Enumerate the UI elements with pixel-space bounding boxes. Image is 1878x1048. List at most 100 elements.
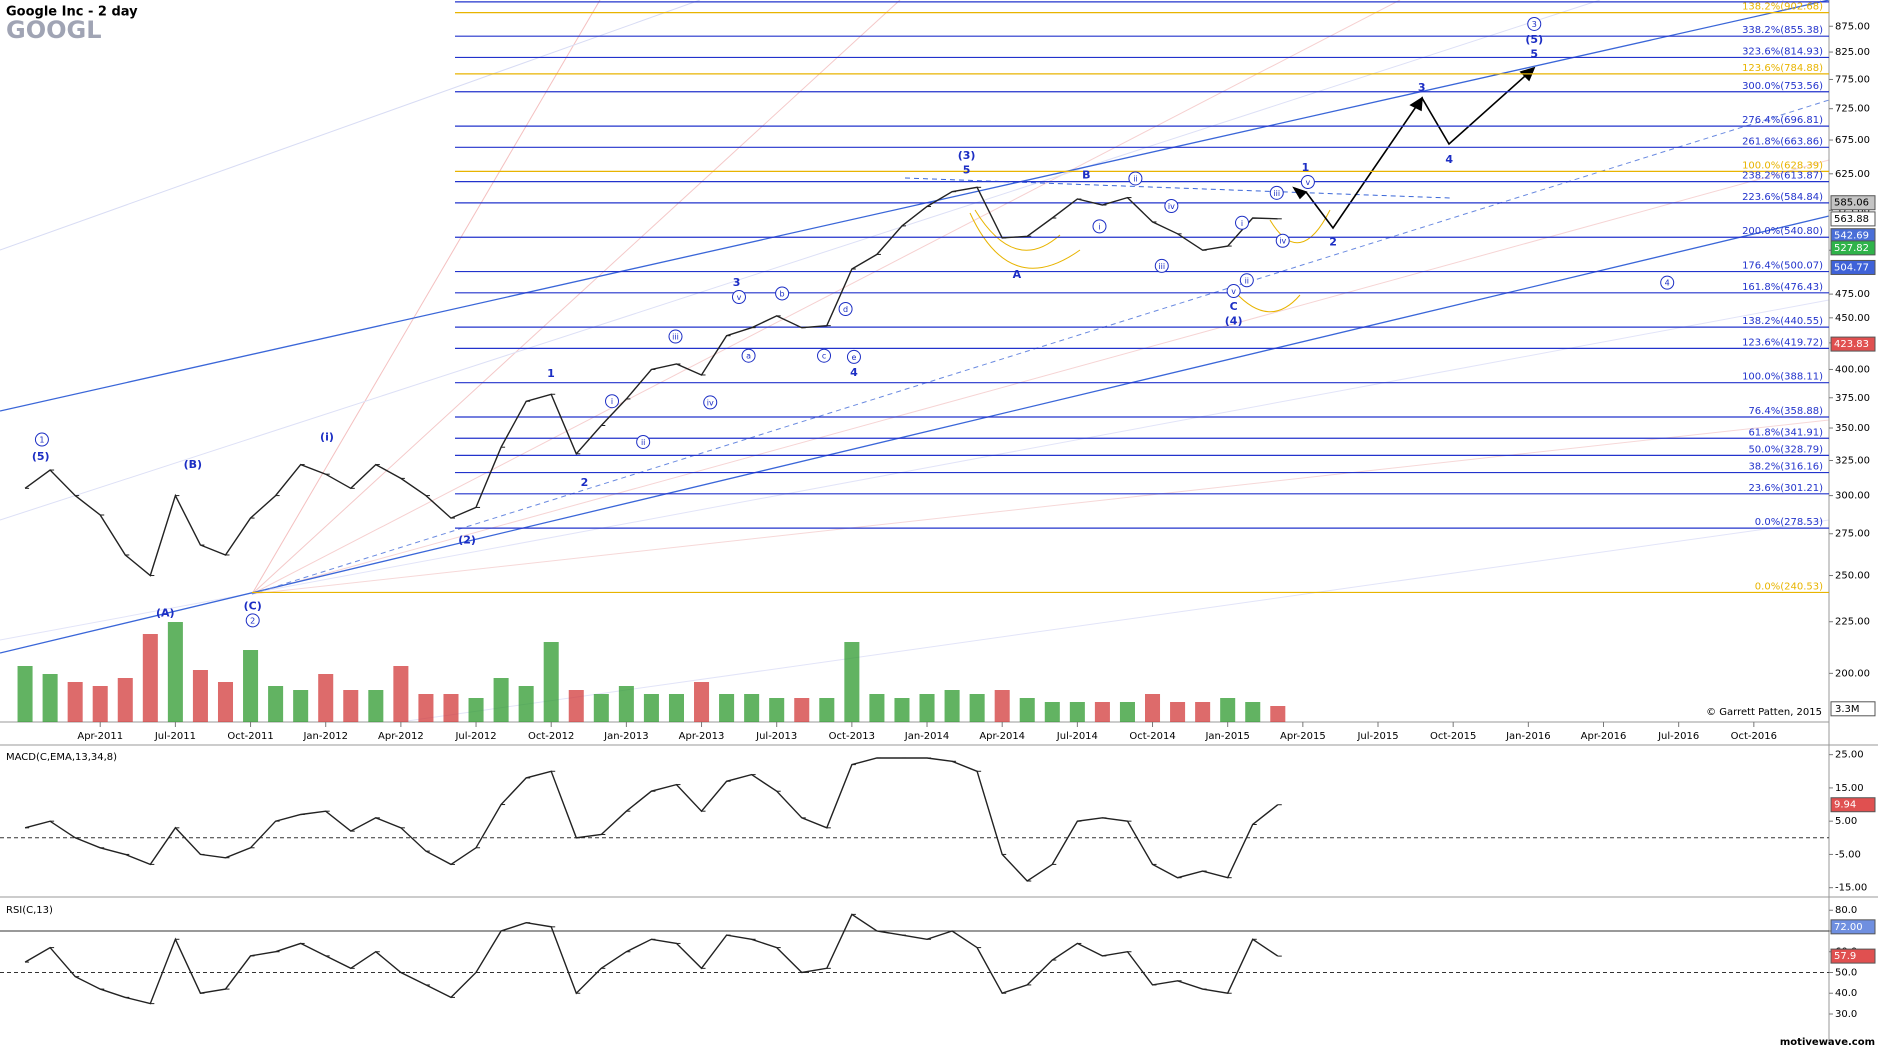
- wave-label: e: [852, 353, 857, 362]
- wave-label: 2: [581, 476, 589, 489]
- fib-label: 238.2%(613.87): [1742, 171, 1823, 182]
- wave-label: i: [1241, 219, 1243, 228]
- wave-label: 2: [250, 616, 255, 625]
- price-tag: [1830, 336, 1876, 352]
- wave-label: (4): [1225, 314, 1243, 327]
- volume-bar: [593, 694, 609, 722]
- volume-bar: [217, 682, 234, 722]
- wave-label: 2: [1329, 235, 1337, 248]
- fib-label: 38.2%(316.16): [1748, 462, 1823, 473]
- wave-label: 1: [39, 436, 44, 445]
- price-tag: [1830, 948, 1876, 964]
- channel-lines: [0, 0, 1830, 654]
- y-tick-label: 725.00: [1835, 104, 1870, 115]
- wave-label: 1: [1302, 161, 1310, 174]
- wave-circle: [731, 290, 746, 305]
- volume-bar: [719, 694, 735, 722]
- fan-lines: [0, 0, 1830, 723]
- x-tick-label: Oct-2014: [1129, 731, 1175, 742]
- y-tick-label: -5.00: [1835, 849, 1861, 860]
- fib-label: 176.4%(500.07): [1742, 261, 1823, 272]
- wave-label: iv: [707, 398, 714, 407]
- y-tick-label: 400.00: [1835, 364, 1870, 375]
- x-tick-label: Apr-2016: [1581, 731, 1627, 742]
- fib-label: 23.6%(301.21): [1748, 483, 1823, 494]
- price-tag-label: 563.88: [1834, 214, 1869, 225]
- volume-bar: [844, 642, 860, 722]
- wave-label: iii: [672, 333, 679, 342]
- wave-label: 4: [1665, 279, 1670, 288]
- y-tick-label: 325.00: [1835, 455, 1870, 466]
- x-tick-label: Jul-2016: [1657, 731, 1699, 742]
- x-tick-label: Jul-2015: [1356, 731, 1398, 742]
- fib-label: 123.6%(784.88): [1742, 63, 1823, 74]
- volume-bar: [1094, 702, 1110, 722]
- volume-bar: [92, 686, 108, 722]
- volume-bar: [268, 686, 284, 722]
- volume-bar: [192, 670, 208, 722]
- wave-circle: [775, 286, 790, 301]
- volume-bar: [694, 682, 710, 722]
- wave-label: (A): [156, 607, 175, 620]
- wave-label: c: [822, 352, 826, 361]
- wave-label: 1: [547, 367, 555, 380]
- price-tag: [1830, 195, 1876, 211]
- wave-label: i: [1098, 222, 1100, 231]
- price-tag: [1830, 211, 1876, 227]
- wave-label: 4: [1445, 153, 1453, 166]
- x-tick-label: Jan-2016: [1505, 731, 1550, 742]
- wave-circle: [245, 613, 260, 628]
- wave-label: v: [1306, 178, 1311, 187]
- fib-label: 100.0%(388.11): [1742, 372, 1823, 383]
- y-tick-label: 30.0: [1835, 1009, 1857, 1020]
- wave-label: 3: [733, 276, 741, 289]
- volume-bar: [518, 686, 534, 722]
- wave-circle: [846, 349, 861, 364]
- wave-circle: [838, 302, 853, 317]
- y-tick-label: 450.00: [1835, 313, 1870, 324]
- fib-label: 123.6%(419.72): [1742, 337, 1823, 348]
- fib-label: 138.2%(440.55): [1742, 316, 1823, 327]
- wave-circle: [1226, 284, 1241, 299]
- volume-bar: [994, 690, 1010, 722]
- x-tick-label: Jan-2015: [1204, 731, 1249, 742]
- wave-label: iii: [1158, 262, 1165, 271]
- wave-label: ii: [1245, 276, 1249, 285]
- wave-label: C: [1230, 300, 1238, 313]
- price-tag-label: 72.00: [1834, 922, 1863, 933]
- x-tick-label: Apr-2014: [979, 731, 1025, 742]
- volume-bar: [794, 698, 810, 722]
- fib-label: 0.0%(278.53): [1755, 517, 1823, 528]
- x-tick-label: Jan-2014: [904, 731, 949, 742]
- volume-bar: [1220, 698, 1236, 722]
- fib-label: 161.8%(476.43): [1742, 282, 1823, 293]
- wave-label: a: [746, 352, 751, 361]
- wave-circle: [636, 434, 651, 449]
- volume-bar: [243, 650, 259, 722]
- volume-bar: [1044, 702, 1060, 722]
- volume-bar: [643, 694, 659, 722]
- volume-bar: [393, 666, 409, 722]
- y-tick-label: 675.00: [1835, 135, 1870, 146]
- wave-label: iv: [1168, 202, 1175, 211]
- wave-circle: [1275, 233, 1290, 248]
- wave-circle: [605, 394, 620, 409]
- volume-bar: [1069, 702, 1085, 722]
- wave-label: v: [1231, 287, 1236, 296]
- wave-circle: [1164, 199, 1179, 214]
- y-tick-label: 350.00: [1835, 423, 1870, 434]
- wave-circle: [1269, 185, 1284, 200]
- wave-label: i: [611, 397, 613, 406]
- wave-label: (2): [458, 534, 476, 547]
- fib-label: 361.8%(925.04): [1742, 0, 1823, 2]
- wave-label: B: [1082, 168, 1090, 181]
- fib-label: 76.4%(358.88): [1748, 406, 1823, 417]
- fib-label: 223.6%(584.84): [1742, 192, 1823, 203]
- fib-label: 323.6%(814.93): [1742, 46, 1823, 57]
- wave-circle: [1092, 219, 1107, 234]
- volume-bar: [318, 674, 334, 722]
- volume-bar: [67, 682, 83, 722]
- chart-subtitle: GOOGL: [6, 16, 102, 44]
- fib-label: 61.8%(341.91): [1748, 427, 1823, 438]
